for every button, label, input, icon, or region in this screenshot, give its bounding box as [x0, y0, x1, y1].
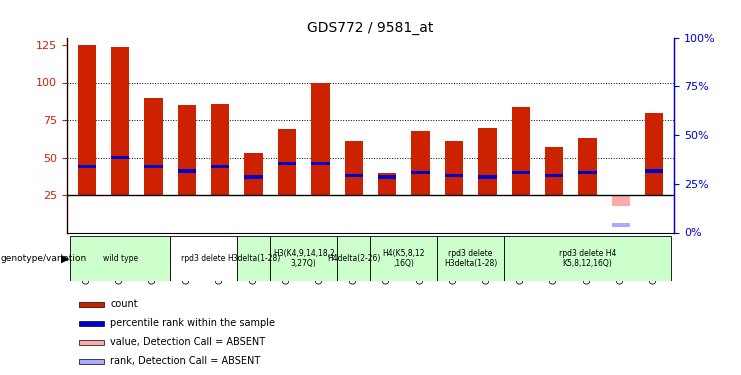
Bar	[178, 105, 196, 195]
Text: genotype/variation: genotype/variation	[1, 254, 87, 263]
Text: H4(K5,8,12
,16Q): H4(K5,8,12 ,16Q)	[382, 249, 425, 268]
Bar	[378, 172, 396, 195]
Bar	[478, 128, 496, 195]
Bar	[211, 104, 230, 195]
Bar	[645, 169, 663, 173]
Text: ▶: ▶	[61, 254, 69, 264]
Bar	[278, 129, 296, 195]
Bar	[645, 112, 663, 195]
Bar	[78, 165, 96, 168]
Bar	[245, 175, 263, 179]
Bar	[345, 174, 363, 177]
Bar	[237, 236, 270, 281]
Bar	[411, 130, 430, 195]
Text: H3(K4,9,14,18,2
3,27Q): H3(K4,9,14,18,2 3,27Q)	[273, 249, 335, 268]
Bar	[245, 153, 263, 195]
Bar	[270, 236, 337, 281]
Text: H4delta(2-26): H4delta(2-26)	[327, 254, 380, 263]
Bar	[79, 358, 104, 364]
Bar	[578, 138, 597, 195]
Bar	[311, 82, 330, 195]
Bar	[370, 236, 437, 281]
Bar	[70, 236, 170, 281]
Bar	[511, 106, 530, 195]
Bar	[144, 98, 163, 195]
Bar	[478, 175, 496, 179]
Bar	[337, 236, 370, 281]
Bar	[445, 141, 463, 195]
Text: count: count	[110, 299, 138, 309]
Bar	[79, 321, 104, 326]
Bar	[345, 141, 363, 195]
Bar	[278, 162, 296, 165]
Bar	[378, 175, 396, 179]
Bar	[170, 236, 237, 281]
Bar	[79, 302, 104, 307]
Bar	[111, 156, 129, 159]
Text: H3delta(1-28): H3delta(1-28)	[227, 254, 280, 263]
Bar	[144, 165, 163, 168]
Bar	[545, 174, 563, 177]
Bar	[311, 162, 330, 165]
Bar	[612, 195, 630, 206]
Bar	[411, 171, 430, 174]
Text: wild type: wild type	[102, 254, 138, 263]
Text: rank, Detection Call = ABSENT: rank, Detection Call = ABSENT	[110, 356, 261, 366]
Text: rpd3 delete
H3delta(1-28): rpd3 delete H3delta(1-28)	[444, 249, 497, 268]
Text: percentile rank within the sample: percentile rank within the sample	[110, 318, 276, 328]
Bar	[504, 236, 671, 281]
Bar	[79, 340, 104, 345]
Bar	[211, 165, 230, 168]
Bar	[78, 45, 96, 195]
Bar	[578, 171, 597, 174]
Bar	[445, 174, 463, 177]
Bar	[545, 147, 563, 195]
Bar	[511, 171, 530, 174]
Bar	[111, 46, 129, 195]
Text: rpd3 delete H4
K5,8,12,16Q): rpd3 delete H4 K5,8,12,16Q)	[559, 249, 617, 268]
Bar	[612, 223, 630, 227]
Text: value, Detection Call = ABSENT: value, Detection Call = ABSENT	[110, 337, 265, 347]
Bar	[437, 236, 504, 281]
Text: rpd3 delete: rpd3 delete	[182, 254, 226, 263]
Title: GDS772 / 9581_at: GDS772 / 9581_at	[308, 21, 433, 35]
Bar	[178, 169, 196, 173]
